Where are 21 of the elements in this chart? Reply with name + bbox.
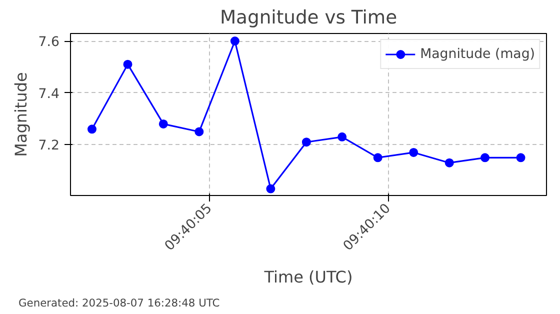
point bbox=[302, 138, 311, 147]
y-tick-label: 7.4 bbox=[38, 86, 60, 102]
point bbox=[480, 153, 490, 162]
point bbox=[194, 127, 204, 136]
point bbox=[516, 153, 526, 162]
text: Generated: 2025-08-07 16:28:48 UTC bbox=[18, 296, 220, 310]
y-tick-label: 7.6 bbox=[38, 35, 60, 50]
point bbox=[373, 153, 382, 162]
y-axis-title: Magnitude bbox=[11, 72, 30, 157]
point bbox=[266, 184, 276, 194]
point bbox=[338, 132, 347, 142]
x-axis-title: Time (UTC) bbox=[263, 267, 353, 286]
point bbox=[230, 36, 240, 46]
point bbox=[158, 119, 168, 128]
point bbox=[87, 124, 96, 134]
y-tick-label: 7.2 bbox=[38, 138, 60, 154]
point bbox=[123, 60, 132, 69]
point bbox=[409, 148, 418, 157]
chart-title: Magnitude vs Time bbox=[220, 8, 398, 28]
legend-label: Magnitude (mag) bbox=[420, 46, 535, 62]
point bbox=[444, 158, 454, 168]
